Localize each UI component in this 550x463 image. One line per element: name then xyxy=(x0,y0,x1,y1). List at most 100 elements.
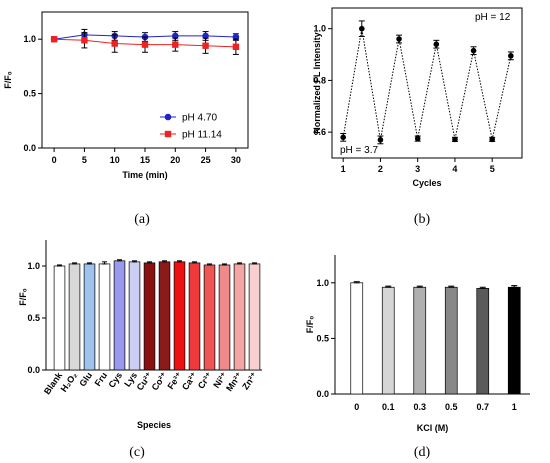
annotation-ph-high: pH = 12 xyxy=(475,12,511,23)
x-tick-label: 0 xyxy=(52,155,57,165)
x-tick-label: 0.7 xyxy=(476,402,489,412)
y-tick-label: 0.8 xyxy=(313,75,326,85)
caption-b: (b) xyxy=(414,212,431,227)
y-axis-label: F/F₀ xyxy=(18,288,28,306)
x-tick-label: 30 xyxy=(231,155,241,165)
bar xyxy=(218,264,231,371)
legend-label: pH 11.14 xyxy=(182,130,222,141)
data-point xyxy=(232,33,240,41)
x-tick-label: 0.1 xyxy=(382,402,395,412)
x-tick-label: 2 xyxy=(378,164,383,174)
x-axis-label: Species xyxy=(137,420,171,430)
bar xyxy=(53,265,66,371)
y-axis-label: F/F₀ xyxy=(3,71,13,89)
x-tick-label: 15 xyxy=(140,155,150,165)
data-point xyxy=(50,36,58,43)
data-point xyxy=(414,135,421,142)
legend-marker xyxy=(164,113,172,121)
bar xyxy=(188,262,201,371)
y-tick-label: 0.0 xyxy=(23,143,36,153)
x-tick-label: Cu²⁺ xyxy=(135,370,155,392)
x-tick-label: Cr³⁺ xyxy=(196,370,215,390)
x-tick-label: Ca²⁺ xyxy=(180,370,199,392)
y-axis-label: Normalized FL Intensity xyxy=(312,32,322,133)
bar xyxy=(68,263,81,371)
legend-label: pH 4.70 xyxy=(182,113,217,124)
data-point xyxy=(232,43,240,51)
y-tick-label: 0.6 xyxy=(313,127,326,137)
x-tick-label: Glu xyxy=(77,370,94,388)
x-tick-label: 10 xyxy=(110,155,120,165)
bar xyxy=(158,261,171,371)
bar xyxy=(173,261,186,371)
data-point xyxy=(81,37,88,44)
data-point xyxy=(489,136,495,143)
panel-b: 0.6 0.8 1.0 1 2 3 4 5 Cycles Normalized FL Intens… xyxy=(312,7,523,227)
y-tick-label: 0.0 xyxy=(316,389,329,399)
bar xyxy=(413,286,427,395)
x-axis-label: KCl (M) xyxy=(417,423,449,433)
data-point xyxy=(377,137,384,143)
x-axis-label: Time (min) xyxy=(122,170,167,180)
data-point xyxy=(470,47,477,54)
x-tick-label: Mn²⁺ xyxy=(224,370,244,393)
panel-c: 0.00.51.0F/F₀BlankH₂O₂GluFruCysLysCu²⁺Co… xyxy=(18,240,262,460)
plot-frame xyxy=(331,7,523,159)
bar xyxy=(233,263,246,371)
y-tick-label: 0.0 xyxy=(27,365,40,375)
x-tick-label: 5 xyxy=(490,164,495,174)
bar xyxy=(98,263,111,371)
x-axis-label: Cycles xyxy=(412,178,441,188)
data-point xyxy=(433,41,440,48)
x-tick-label: 20 xyxy=(170,155,180,165)
x-tick-label: Fru xyxy=(93,370,110,388)
y-tick-label: 1.0 xyxy=(27,261,40,271)
caption-d: (d) xyxy=(414,445,431,460)
x-tick-label: 1 xyxy=(512,402,517,412)
bar xyxy=(143,262,156,371)
bar xyxy=(83,263,96,371)
data-point xyxy=(171,32,179,40)
x-tick-label: 0.3 xyxy=(413,402,426,412)
y-tick-label: 1.0 xyxy=(316,278,329,288)
y-tick-label: 1.0 xyxy=(313,24,326,34)
x-tick-label: Zn²⁺ xyxy=(240,370,259,391)
bar xyxy=(507,286,521,395)
bar xyxy=(128,261,141,371)
panel-d: 0.0 0.5 1.0 F/F₀ 0 0.1 0.3 0.5 0.7 1 KCl (M) (d) xyxy=(305,255,530,460)
data-point xyxy=(172,41,179,48)
x-tick-label: 4 xyxy=(452,164,457,174)
y-tick-label: 0.5 xyxy=(27,313,40,323)
x-tick-label: 0.5 xyxy=(445,402,458,412)
bar xyxy=(381,286,395,395)
data-point xyxy=(141,41,149,48)
x-tick-label: 1 xyxy=(341,164,346,174)
data-point xyxy=(508,53,514,59)
bar xyxy=(203,264,216,371)
data-point xyxy=(202,32,209,40)
caption-a: (a) xyxy=(134,212,150,227)
caption-c: (c) xyxy=(129,445,145,460)
bar xyxy=(350,282,364,395)
bar xyxy=(476,288,490,395)
x-tick-label: Cys xyxy=(106,370,124,389)
x-tick-label: H₂O₂ xyxy=(59,370,80,393)
x-tick-label: 25 xyxy=(201,155,211,165)
x-tick-label: 3 xyxy=(415,164,420,174)
bar xyxy=(113,260,126,371)
data-point xyxy=(111,40,118,47)
data-point xyxy=(396,36,402,42)
y-tick-label: 0.5 xyxy=(23,89,36,99)
panel-a: 0.0 0.5 1.0 0 5 10 15 20 25 30 Time (min) F/F₀ pH 4.… xyxy=(3,11,249,227)
data-point xyxy=(340,134,346,141)
x-tick-label: 5 xyxy=(82,155,87,165)
data-point xyxy=(452,136,458,143)
y-tick-label: 1.0 xyxy=(23,34,36,44)
legend-marker xyxy=(164,130,172,138)
y-tick-label: 0.5 xyxy=(316,333,329,343)
annotation-ph-low: pH = 3.7 xyxy=(340,145,379,156)
x-tick-label: Co²⁺ xyxy=(150,370,170,392)
bar xyxy=(444,286,458,395)
bar xyxy=(248,263,261,371)
